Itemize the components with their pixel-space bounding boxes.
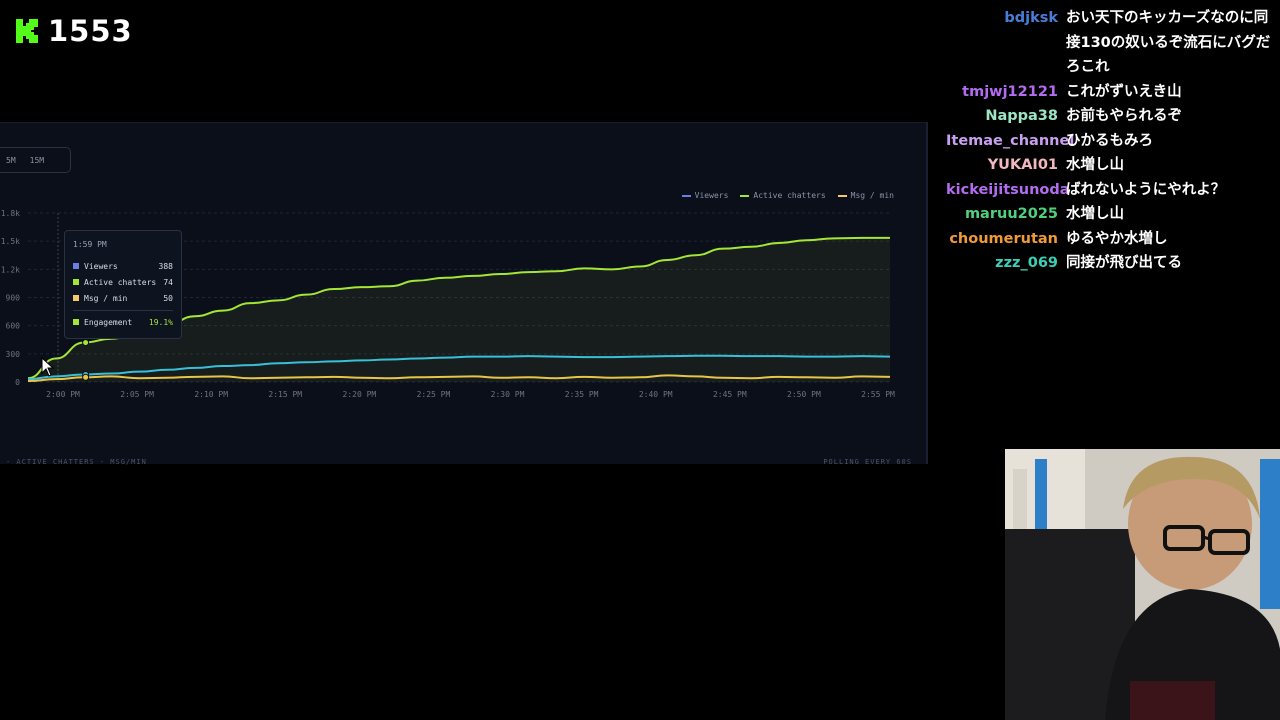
x-tick-label: 2:20 PM <box>343 390 377 399</box>
tooltip-swatch-viewers <box>73 263 79 269</box>
viewer-counter: 1553 <box>14 14 133 48</box>
legend-label-msg-per-min: Msg / min <box>850 191 894 200</box>
chat-overlay: bdjksk おい天下のキッカーズなのに同接130の奴いるぞ流石にバグだろこれ tm… <box>946 6 1276 276</box>
chat-username[interactable]: kickeijitsunoda <box>946 181 1070 198</box>
chat-text: 同接が飛び出てる <box>1066 255 1182 271</box>
chat-text: 水増し山 <box>1066 206 1124 222</box>
chat-text: お前もやられるぞ <box>1066 108 1182 124</box>
tooltip-value-viewers: 388 <box>158 261 173 271</box>
chat-username[interactable]: tmjwj12121 <box>962 83 1058 100</box>
chat-text: ゆるやか水増し <box>1066 230 1168 247</box>
webcam-feed <box>1005 449 1280 720</box>
x-tick-label: 2:25 PM <box>417 390 451 399</box>
chat-message: choumerutan ゆるやか水増し <box>946 227 1276 252</box>
range-button-15m[interactable]: 15M <box>29 155 45 165</box>
chat-username[interactable]: choumerutan <box>949 230 1058 247</box>
footer-left-label: - ACTIVE CHATTERS - MSG/MIN <box>6 458 147 466</box>
chat-text: ばれないようにやれよ？ <box>1066 181 1226 198</box>
tooltip-value-engagement: 19.1% <box>148 317 173 327</box>
hover-point <box>82 373 90 381</box>
chat-message: zzz_069 同接が飛び出てる <box>946 251 1276 276</box>
series-line-viewers <box>27 354 891 381</box>
tooltip-swatch-engagement <box>73 319 79 325</box>
chat-message: bdjksk おい天下のキッカーズなのに同接130の奴いるぞ流石にバグだろこれ <box>946 6 1276 80</box>
y-tick-label: 1.5k <box>1 237 20 246</box>
tooltip-divider <box>73 310 173 311</box>
tooltip-row-engagement: Engagement 19.1% <box>73 314 173 330</box>
tooltip-label-active-chatters: Active chatters <box>84 277 157 287</box>
y-tick-label: 1.2k <box>1 265 20 274</box>
x-tick-label: 2:30 PM <box>491 390 525 399</box>
chat-message: maruu2025 水増し山 <box>946 202 1276 227</box>
legend-swatch-active-chatters <box>740 194 750 197</box>
viewer-count: 1553 <box>48 14 133 48</box>
x-tick-label: 2:05 PM <box>120 390 154 399</box>
tooltip-label-engagement: Engagement <box>84 317 133 327</box>
chat-message: tmjwj12121 これがずいえき山 <box>946 80 1276 105</box>
y-tick-label: 300 <box>6 350 21 359</box>
tooltip-value-active-chatters: 74 <box>163 277 173 287</box>
chat-message: Nappa38 お前もやられるぞ <box>946 104 1276 129</box>
chart-tooltip: 1:59 PM Viewers 388 Active chatters 74 M… <box>64 230 182 339</box>
legend-item-viewers[interactable]: Viewers <box>681 191 729 200</box>
tooltip-row-viewers: Viewers 388 <box>73 258 173 274</box>
tooltip-swatch-active-chatters <box>73 279 79 285</box>
x-tick-label: 2:45 PM <box>713 390 747 399</box>
range-button-5m[interactable]: 5M <box>6 155 16 165</box>
cursor-icon <box>41 356 55 377</box>
tooltip-label-viewers: Viewers <box>84 261 118 271</box>
hover-point <box>82 339 90 347</box>
legend-swatch-msg-per-min <box>837 194 847 197</box>
tooltip-value-msg-per-min: 50 <box>163 293 173 303</box>
legend-label-active-chatters: Active chatters <box>753 191 826 200</box>
footer-polling-label: POLLING EVERY 60S <box>823 458 912 466</box>
kick-logo-icon <box>14 18 40 44</box>
webcam-image <box>1005 449 1280 720</box>
chart-legend: Viewers Active chatters Msg / min <box>681 191 894 200</box>
chat-username[interactable]: Itemae_channel <box>946 132 1075 149</box>
chat-username[interactable]: Nappa38 <box>985 108 1058 124</box>
x-tick-label: 2:50 PM <box>787 390 821 399</box>
y-tick-label: 900 <box>6 294 21 303</box>
series-line-msg-min <box>27 374 891 383</box>
chat-text: おい天下のキッカーズなのに同接130の奴いるぞ流石にバグだろこれ <box>1066 10 1271 75</box>
chat-message: Itemae_channel ひかるもみろ <box>946 129 1276 154</box>
analytics-panel: 5M 15M 0 300 600 900 1.2k 1.5k 1.8k 2:00 PM 2:05… <box>0 122 928 466</box>
chat-text: 水増し山 <box>1066 157 1124 173</box>
x-tick-label: 2:15 PM <box>268 390 302 399</box>
chat-message: kickeijitsunoda ばれないようにやれよ？ <box>946 178 1276 203</box>
x-tick-label: 2:35 PM <box>565 390 599 399</box>
chat-username[interactable]: YUKAI01 <box>987 157 1058 173</box>
chat-username[interactable]: zzz_069 <box>995 255 1058 271</box>
y-tick-label: 600 <box>6 322 21 331</box>
legend-item-active-chatters[interactable]: Active chatters <box>740 191 826 200</box>
tooltip-time: 1:59 PM <box>73 240 107 249</box>
tooltip-swatch-msg-per-min <box>73 295 79 301</box>
chat-text: ひかるもみろ <box>1066 132 1153 149</box>
x-tick-label: 2:40 PM <box>639 390 673 399</box>
chat-username[interactable]: bdjksk <box>1004 10 1058 26</box>
x-tick-label: 2:00 PM <box>46 390 80 399</box>
tooltip-row-active-chatters: Active chatters 74 <box>73 274 173 290</box>
tooltip-label-msg-per-min: Msg / min <box>84 293 128 303</box>
legend-label-viewers: Viewers <box>694 191 729 200</box>
range-selector: 5M 15M <box>0 147 71 173</box>
chat-text: これがずいえき山 <box>1066 83 1182 100</box>
y-tick-label: 0 <box>15 378 20 387</box>
legend-swatch-viewers <box>681 194 691 197</box>
chat-message: YUKAI01 水増し山 <box>946 153 1276 178</box>
x-tick-label: 2:55 PM <box>861 390 895 399</box>
legend-item-msg-per-min[interactable]: Msg / min <box>837 191 894 200</box>
activity-chart[interactable]: 0 300 600 900 1.2k 1.5k 1.8k 2:00 PM 2:05 PM 2:10… <box>0 123 928 465</box>
tooltip-row-msg-per-min: Msg / min 50 <box>73 290 173 306</box>
y-tick-label: 1.8k <box>1 209 20 218</box>
series-area-active-chatters <box>28 237 890 382</box>
chat-username[interactable]: maruu2025 <box>964 206 1058 222</box>
x-tick-label: 2:10 PM <box>194 390 228 399</box>
